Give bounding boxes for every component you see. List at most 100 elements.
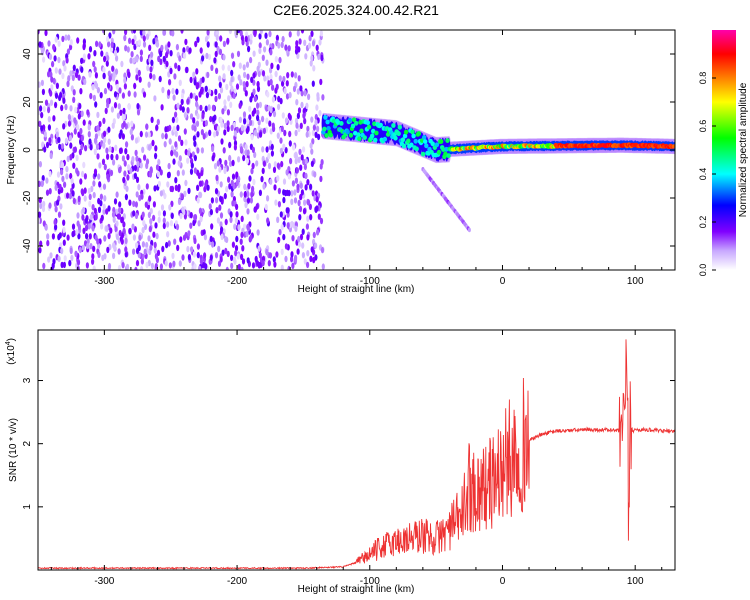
heatmap-noise-cell — [208, 129, 212, 136]
heatmap-noise-cell — [67, 34, 71, 41]
heatmap-noise-cell — [68, 192, 72, 200]
heatmap-noise-cell — [293, 197, 298, 204]
heatmap-noise-cell — [66, 48, 70, 55]
heatmap-noise-cell — [315, 44, 319, 51]
heatmap-noise-cell — [72, 162, 76, 169]
heatmap-noise-cell — [87, 53, 91, 60]
heatmap-noise-cell — [109, 169, 114, 177]
heatmap-noise-cell — [79, 178, 83, 185]
spectrogram-x-tick-label: -100 — [360, 276, 380, 287]
heatmap-noise-cell — [171, 87, 175, 95]
colorbar-ticks: 0.0 0.2 0.4 0.6 0.8 — [698, 72, 716, 277]
heatmap-noise-cell — [114, 144, 118, 151]
heatmap-noise-cell — [267, 152, 271, 160]
heatmap-noise-cell — [69, 43, 73, 51]
heatmap-noise-cell — [240, 253, 244, 261]
heatmap-noise-cell — [87, 223, 91, 230]
heatmap-noise-cell — [52, 77, 56, 85]
heatmap-noise-cell — [264, 32, 268, 39]
spectrogram-y-tick-label: 40 — [22, 48, 33, 60]
heatmap-noise-cell — [143, 154, 147, 161]
heatmap-noise-cell — [256, 260, 260, 267]
heatmap-noise-cell — [296, 88, 300, 95]
heatmap-noise-cell — [320, 246, 325, 254]
heatmap-noise-cell — [299, 164, 303, 171]
heatmap-noise-cell — [205, 91, 209, 99]
heatmap-noise-cell — [99, 92, 103, 99]
heatmap-noise-cell — [204, 105, 208, 112]
heatmap-noise-cell — [82, 206, 86, 214]
heatmap-noise-cell — [303, 90, 307, 97]
heatmap-noise-cell — [252, 50, 256, 57]
heatmap-noise-cell — [115, 153, 119, 161]
heatmap-noise-cell — [239, 191, 243, 198]
heatmap-noise-cell — [256, 229, 260, 236]
heatmap-noise-cell — [103, 163, 107, 171]
heatmap-noise-cell — [200, 147, 204, 154]
heatmap-noise-cell — [149, 166, 153, 173]
heatmap-noise-cell — [103, 87, 108, 95]
snr-y-tick-label: 1 — [22, 504, 33, 510]
heatmap-noise-cell — [220, 121, 224, 128]
heatmap-noise-cell — [310, 246, 314, 253]
heatmap-noise-cell — [224, 218, 228, 226]
heatmap-noise-cell — [213, 131, 217, 138]
heatmap-noise-cell — [237, 74, 241, 81]
heatmap-noise-cell — [127, 71, 131, 79]
heatmap-noise-cell — [108, 145, 112, 153]
heatmap-noise-cell — [141, 211, 145, 218]
heatmap-noise-cell — [269, 178, 273, 185]
heatmap-noise-cell — [164, 126, 168, 133]
heatmap-noise-cell — [304, 172, 308, 180]
heatmap-noise-cell — [110, 153, 114, 161]
heatmap-noise-cell — [156, 118, 160, 126]
heatmap-noise-cell — [159, 50, 163, 58]
heatmap-noise-cell — [113, 244, 117, 251]
heatmap-noise-cell — [184, 38, 188, 46]
heatmap-noise-cell — [232, 121, 237, 129]
heatmap-noise-cell — [145, 123, 149, 130]
heatmap-noise-cell — [174, 62, 178, 69]
heatmap-noise-cell — [294, 153, 298, 160]
heatmap-noise-cell — [214, 88, 218, 96]
heatmap-noise-cell — [258, 101, 262, 109]
heatmap-noise-cell — [292, 85, 297, 93]
heatmap-noise-cell — [43, 146, 47, 153]
heatmap-noise-cell — [184, 179, 188, 187]
heatmap-noise-cell — [165, 51, 169, 59]
heatmap-noise-cell — [281, 35, 285, 43]
heatmap-noise-cell — [164, 260, 168, 267]
heatmap-noise-cell — [299, 122, 303, 129]
heatmap-noise-cell — [123, 160, 127, 167]
heatmap-noise-cell — [49, 71, 53, 78]
heatmap-noise-cell — [57, 40, 61, 47]
heatmap-noise-cell — [60, 247, 64, 255]
heatmap-noise-cell — [80, 66, 84, 73]
heatmap-noise-cell — [102, 203, 106, 210]
heatmap-noise-cell — [139, 55, 143, 62]
heatmap-noise-cell — [242, 81, 246, 88]
heatmap-noise-cell — [209, 254, 213, 261]
heatmap-noise-cell — [183, 128, 187, 135]
heatmap-signal-core — [400, 137, 406, 143]
heatmap-noise-cell — [202, 229, 206, 236]
heatmap-noise-cell — [137, 244, 141, 252]
colorbar-tick-label: 0.0 — [698, 264, 708, 277]
heatmap-noise-cell — [61, 72, 65, 80]
heatmap-noise-cell — [62, 60, 66, 67]
heatmap-noise-cell — [305, 102, 309, 110]
heatmap-noise-cell — [180, 98, 184, 106]
heatmap-noise-cell — [218, 75, 222, 82]
heatmap-noise-cell — [251, 185, 255, 193]
heatmap-noise-cell — [311, 80, 315, 87]
heatmap-noise-cell — [238, 102, 242, 109]
heatmap-noise-cell — [278, 75, 282, 82]
heatmap-noise-cell — [142, 30, 146, 37]
heatmap-noise-cell — [127, 103, 131, 111]
heatmap-noise-cell — [301, 228, 305, 235]
heatmap-noise-cell — [179, 212, 183, 220]
heatmap-noise-cell — [81, 170, 85, 178]
heatmap-noise-cell — [112, 30, 116, 35]
heatmap-noise-cell — [93, 66, 97, 73]
heatmap-noise-cell — [276, 216, 280, 223]
